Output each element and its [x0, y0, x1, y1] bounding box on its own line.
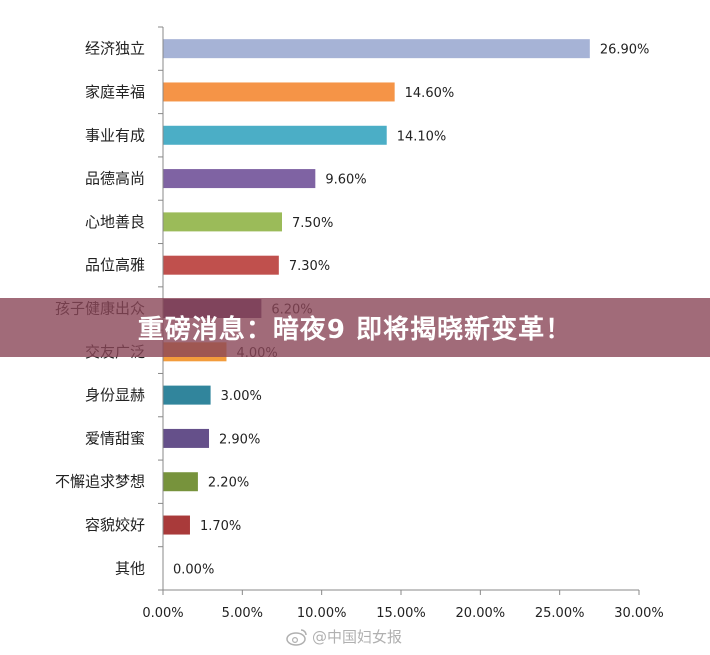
- category-label: 身份显赫: [85, 386, 145, 404]
- data-label: 1.70%: [200, 519, 241, 534]
- x-tick-label: 25.00%: [535, 606, 585, 621]
- bar: [163, 169, 316, 189]
- x-tick-label: 15.00%: [376, 606, 426, 621]
- data-label: 9.60%: [325, 173, 366, 188]
- data-label: 0.00%: [173, 562, 214, 577]
- x-tick-label: 10.00%: [297, 606, 347, 621]
- category-label: 事业有成: [85, 126, 145, 144]
- category-label: 容貌姣好: [85, 516, 145, 534]
- data-label: 7.50%: [292, 216, 333, 231]
- bar: [163, 82, 395, 102]
- x-tick-label: 0.00%: [142, 606, 183, 621]
- bar: [163, 212, 282, 232]
- category-label: 品位高雅: [85, 256, 145, 274]
- weibo-icon: [286, 628, 307, 646]
- axes: 0.00% 5.00% 10.00% 15.00% 20.00% 25.00% 30.00%: [142, 26, 664, 621]
- watermark-text: @中国妇女报: [312, 628, 403, 646]
- x-tick-label: 5.00%: [222, 606, 263, 621]
- bar: [163, 39, 590, 59]
- data-label: 3.00%: [221, 389, 262, 404]
- bar: [163, 125, 387, 145]
- headline-text: 重磅消息：暗夜9 即将揭晓新变革！: [137, 315, 573, 345]
- category-label: 品德高尚: [85, 170, 145, 188]
- bar: [163, 472, 198, 492]
- category-label: 心地善良: [85, 213, 145, 231]
- category-label: 其他: [115, 559, 145, 577]
- category-label: 爱情甜蜜: [85, 429, 145, 447]
- data-label: 2.20%: [208, 476, 249, 491]
- data-label: 7.30%: [289, 259, 330, 274]
- bar-series: [163, 39, 590, 535]
- bar: [163, 385, 211, 405]
- data-label: 14.10%: [397, 129, 447, 144]
- category-label: 家庭幸福: [85, 83, 145, 101]
- category-label: 经济独立: [85, 40, 145, 58]
- bar: [163, 255, 279, 275]
- data-label: 14.60%: [405, 86, 455, 101]
- value-labels: 26.90%14.60%14.10%9.60%7.50%7.30%6.20%4.…: [173, 43, 649, 578]
- data-label: 26.90%: [600, 43, 650, 58]
- x-tick-label: 30.00%: [614, 606, 664, 621]
- x-tick-label: 20.00%: [456, 606, 506, 621]
- watermark: @中国妇女报: [286, 626, 402, 647]
- bar: [163, 428, 210, 448]
- bar: [163, 515, 190, 535]
- headline-banner: 重磅消息：暗夜9 即将揭晓新变革！: [0, 298, 710, 357]
- category-label: 不懈追求梦想: [55, 473, 145, 491]
- data-label: 2.90%: [219, 432, 260, 447]
